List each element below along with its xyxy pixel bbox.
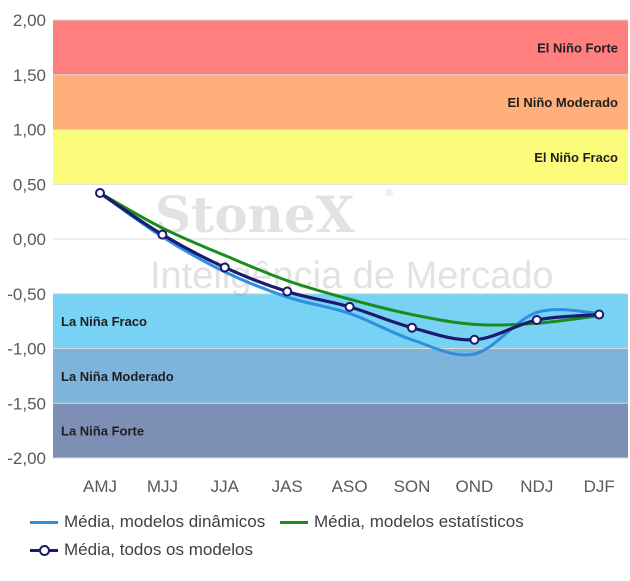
band-label-4: La Niña Moderado [61, 369, 174, 384]
series-2-point-1 [157, 229, 168, 240]
x-tick-label: OND [456, 477, 494, 496]
series-2-point-2 [219, 262, 230, 273]
watermark-registered: ® [384, 188, 394, 199]
watermark-subtitle: Inteligência de Mercado [150, 255, 553, 297]
x-tick-label: JAS [272, 477, 303, 496]
band-label-3: La Niña Fraco [61, 314, 147, 329]
y-tick-label: 1,00 [13, 121, 46, 140]
legend-label-statistical: Média, modelos estatísticos [314, 512, 524, 531]
y-tick-label: 1,50 [13, 66, 46, 85]
enso-forecast-chart: StoneX ® Inteligência de Mercado El Niño… [7, 11, 628, 496]
gridlines [53, 19, 628, 459]
y-tick-label: -1,00 [7, 340, 46, 359]
y-tick-label: 0,50 [13, 175, 46, 194]
series-lines [95, 188, 605, 357]
x-tick-label: JJA [211, 477, 240, 496]
stonex-watermark: StoneX ® Inteligência de Mercado [150, 185, 553, 297]
series-2-point-0 [95, 188, 105, 199]
x-tick-label: AMJ [83, 477, 117, 496]
legend-label-all: Média, todos os modelos [64, 540, 253, 559]
x-tick-label: DJF [584, 477, 615, 496]
series-2-point-6 [469, 334, 480, 345]
band-2 [53, 129, 628, 185]
series-2-point-7 [531, 315, 542, 326]
legend-swatch-all [30, 544, 58, 556]
band-4 [53, 348, 628, 404]
x-axis-ticks: AMJ MJJ JJA JAS ASO SON OND NDJ DJF [83, 477, 615, 496]
band-0 [53, 20, 628, 75]
series-2-point-3 [282, 286, 293, 297]
x-tick-label: ASO [332, 477, 368, 496]
series-2-point-8 [594, 309, 605, 320]
x-tick-label: MJJ [147, 477, 178, 496]
band-label-1: El Niño Moderado [508, 95, 619, 110]
y-tick-label: -1,50 [7, 394, 46, 413]
y-tick-label: -0,50 [7, 285, 46, 304]
legend-swatch-statistical [280, 520, 308, 524]
legend-item-statistical: Média, modelos estatísticos [280, 508, 524, 536]
series-line-1 [98, 191, 601, 327]
legend-item-all: Média, todos os modelos [30, 536, 253, 564]
band-5 [53, 403, 628, 458]
series-2-point-4 [344, 301, 355, 312]
series-2-point-5 [407, 322, 417, 333]
y-tick-label: 0,00 [13, 230, 46, 249]
legend-marker-icon [39, 544, 50, 556]
band-label-5: La Niña Forte [61, 424, 144, 439]
y-axis-ticks: 2,00 1,50 1,00 0,50 0,00 -0,50 -1,00 -1,50 -2,00 [7, 11, 46, 468]
y-tick-label: 2,00 [13, 11, 46, 30]
band-label-2: El Niño Fraco [534, 150, 618, 165]
legend-label-dynamic: Média, modelos dinâmicos [64, 512, 266, 531]
band-label-0: El Niño Forte [537, 40, 618, 55]
x-tick-label: SON [394, 477, 431, 496]
watermark-brand: StoneX [155, 185, 355, 244]
legend-item-dynamic: Média, modelos dinâmicos [30, 508, 265, 536]
y-tick-label: -2,00 [7, 449, 46, 468]
band-1 [53, 74, 628, 130]
legend-swatch-dynamic [30, 520, 58, 524]
x-tick-label: NDJ [520, 477, 553, 496]
chart-legend: Média, modelos dinâmicos Média, modelos … [30, 508, 620, 564]
band-labels: El Niño Forte El Niño Moderado El Niño Fra… [61, 40, 618, 438]
